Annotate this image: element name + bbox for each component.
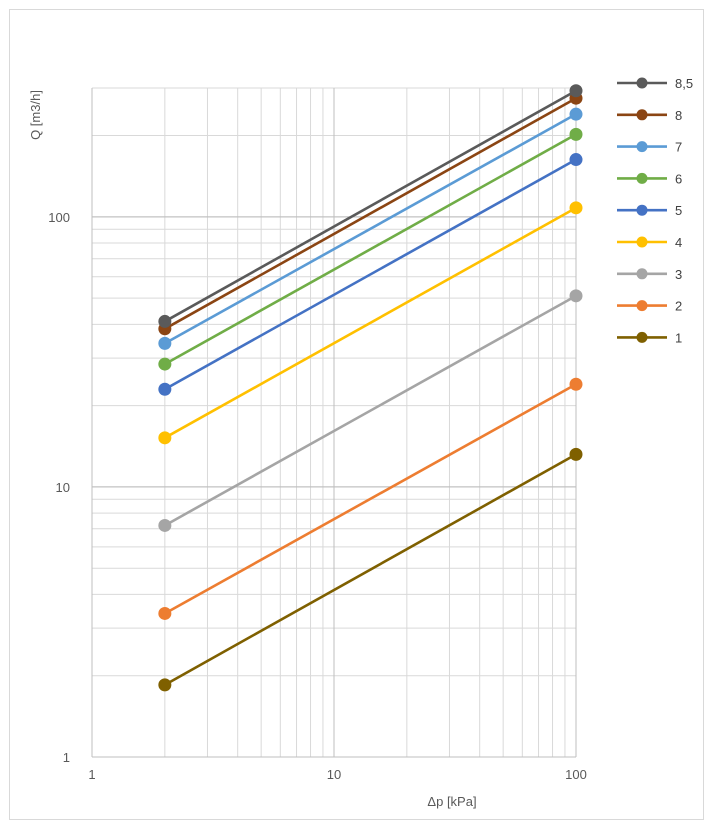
data-point — [158, 431, 172, 445]
data-point — [569, 377, 583, 391]
legend-label: 8 — [675, 108, 682, 123]
data-point — [569, 201, 583, 215]
data-point — [569, 84, 583, 98]
series-2 — [158, 377, 583, 620]
legend-label: 1 — [675, 330, 682, 345]
series-line — [164, 89, 577, 323]
data-point — [569, 127, 583, 141]
series-line — [164, 294, 577, 527]
x-tick-label: 10 — [327, 767, 341, 782]
legend-label: 4 — [675, 235, 682, 250]
data-point — [158, 357, 172, 371]
legend-label: 7 — [675, 140, 682, 155]
legend-item: 5 — [617, 203, 682, 218]
series-line — [164, 206, 577, 439]
data-point — [158, 678, 172, 692]
legend-item: 8 — [617, 108, 682, 123]
tick-labels: 1 10 100 1 10 100 — [48, 210, 587, 782]
chart-frame — [9, 9, 704, 820]
series-5 — [158, 153, 583, 396]
x-axis-label: Δp [kPa] — [427, 794, 476, 809]
major-gridlines — [91, 88, 577, 758]
series-line — [164, 383, 577, 615]
data-point — [569, 107, 583, 121]
series-line — [164, 113, 577, 345]
legend-swatch-marker — [636, 204, 648, 216]
series-6 — [158, 127, 583, 371]
legend-swatch-marker — [636, 109, 648, 121]
y-tick-label: 100 — [48, 210, 70, 225]
data-point — [569, 153, 583, 167]
legend-item: 8,5 — [617, 76, 693, 91]
series-line — [164, 97, 577, 330]
legend-item: 6 — [617, 171, 682, 186]
series-layer — [158, 84, 583, 692]
y-tick-label: 1 — [63, 750, 70, 765]
y-axis-label: Q [m3/h] — [28, 90, 43, 140]
y-tick-label: 10 — [56, 480, 70, 495]
legend-item: 2 — [617, 299, 682, 314]
legend-item: 3 — [617, 267, 682, 282]
series-line — [164, 158, 577, 391]
series-8 — [158, 91, 583, 336]
legend-label: 8,5 — [675, 76, 693, 91]
legend-swatch-marker — [636, 236, 648, 248]
legend-item: 7 — [617, 140, 682, 155]
legend-label: 2 — [675, 299, 682, 314]
data-point — [569, 289, 583, 303]
data-point — [158, 382, 172, 396]
x-tick-label: 1 — [88, 767, 95, 782]
data-point — [158, 518, 172, 532]
series-line — [164, 133, 577, 366]
legend-label: 6 — [675, 171, 682, 186]
series-8-5 — [158, 84, 583, 328]
series-3 — [158, 289, 583, 532]
series-7 — [158, 107, 583, 350]
legend-swatch-marker — [636, 331, 648, 343]
series-1 — [158, 447, 583, 692]
legend-swatch-marker — [636, 172, 648, 184]
legend: 8,5 8 7 6 5 4 3 2 1 — [617, 76, 693, 345]
legend-swatch-marker — [636, 141, 648, 153]
data-point — [158, 606, 172, 620]
legend-swatch-marker — [636, 268, 648, 280]
legend-label: 5 — [675, 203, 682, 218]
legend-label: 3 — [675, 267, 682, 282]
legend-item: 1 — [617, 330, 682, 345]
x-tick-label: 100 — [565, 767, 587, 782]
legend-item: 4 — [617, 235, 682, 250]
legend-swatch-marker — [636, 77, 648, 89]
series-line — [164, 453, 577, 686]
data-point — [158, 314, 172, 328]
data-point — [158, 336, 172, 350]
legend-swatch-marker — [636, 300, 648, 312]
series-4 — [158, 201, 583, 445]
data-point — [569, 447, 583, 461]
